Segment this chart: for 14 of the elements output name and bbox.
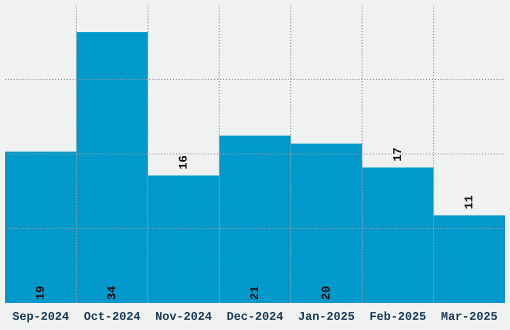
x-tick-label: Oct-2024: [84, 312, 140, 320]
x-tick-label: Jan-2025: [298, 312, 354, 320]
data-label: 34: [107, 286, 116, 300]
x-tick-label: Sep-2024: [12, 312, 69, 322]
x-tick-label: Nov-2024: [156, 312, 212, 320]
data-label: 19: [36, 286, 44, 300]
data-label: 11: [464, 196, 472, 209]
data-label: 20: [322, 286, 330, 300]
data-label: 16: [178, 156, 187, 169]
data-label: 17: [393, 148, 401, 161]
data-label: 21: [250, 286, 258, 300]
x-tick-label: Feb-2025: [370, 311, 426, 320]
x-tick-label: Mar-2025: [442, 312, 498, 320]
x-tick-label: Dec-2024: [227, 312, 283, 320]
